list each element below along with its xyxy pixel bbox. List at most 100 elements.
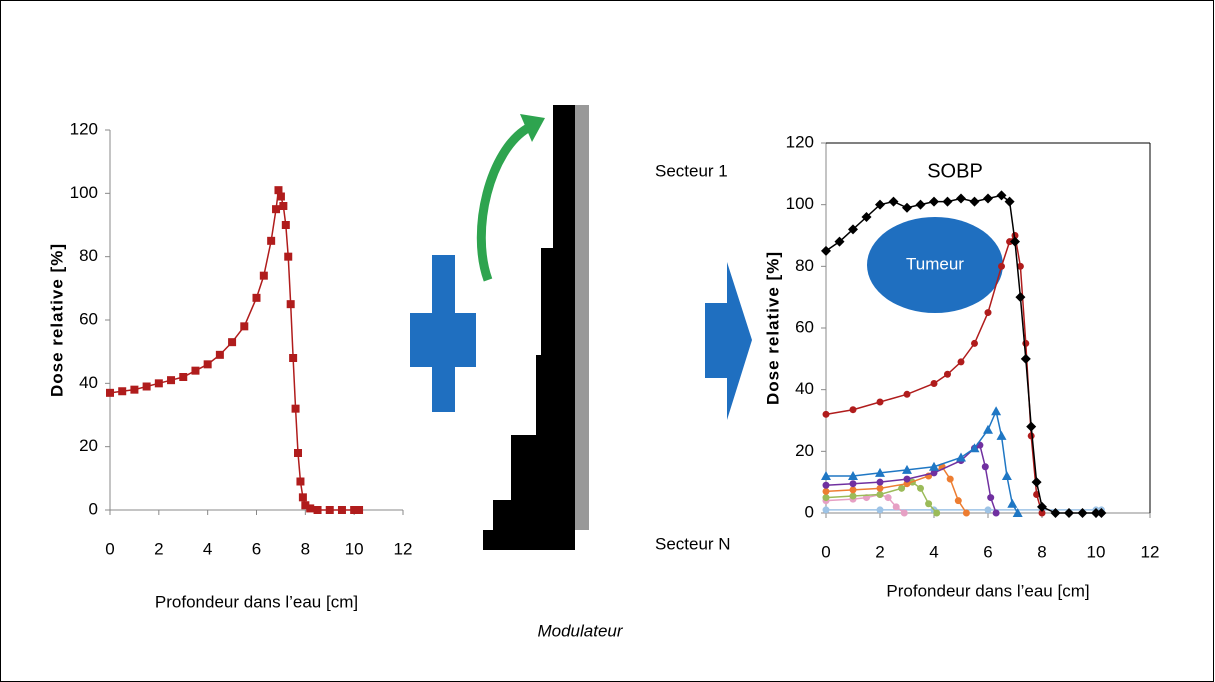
marker	[996, 190, 1007, 201]
marker	[898, 484, 906, 492]
marker	[821, 245, 831, 256]
marker	[984, 506, 992, 514]
marker	[849, 486, 857, 494]
plus-icon	[410, 313, 476, 367]
marker	[325, 506, 334, 514]
marker	[289, 354, 298, 362]
x-axis-title: Profondeur dans l’eau [cm]	[155, 592, 358, 611]
marker	[876, 478, 884, 486]
marker	[933, 509, 941, 517]
y-tick-label: 0	[89, 499, 98, 518]
marker	[167, 376, 176, 385]
marker	[1016, 262, 1024, 270]
marker	[279, 202, 288, 210]
rotation-arrow	[476, 124, 531, 282]
sector-label: Secteur 1	[655, 161, 728, 180]
sector-label: Secteur N	[655, 534, 731, 553]
y-tick-label: 120	[70, 119, 98, 138]
y-axis-title: Dose relative [%]	[47, 243, 66, 397]
marker	[998, 262, 1005, 270]
marker	[1091, 508, 1101, 518]
marker	[956, 452, 966, 462]
marker	[992, 509, 1000, 517]
marker	[875, 467, 885, 477]
x-tick-label: 12	[1141, 542, 1160, 561]
marker	[876, 484, 884, 492]
marker	[946, 475, 954, 483]
marker	[987, 494, 995, 502]
marker	[900, 509, 908, 517]
y-tick-label: 80	[79, 246, 98, 265]
marker	[822, 487, 830, 495]
marker	[228, 338, 237, 347]
marker	[903, 390, 911, 398]
y-tick-label: 100	[786, 194, 814, 213]
marker	[876, 491, 884, 498]
marker	[822, 506, 830, 514]
marker	[929, 461, 939, 471]
x-tick-label: 0	[105, 539, 114, 558]
marker	[876, 506, 884, 514]
marker	[276, 192, 285, 201]
marker	[272, 205, 281, 214]
marker	[1038, 509, 1046, 517]
marker	[996, 430, 1007, 440]
marker	[284, 252, 293, 261]
marker	[203, 360, 212, 369]
marker	[1006, 238, 1014, 246]
marker	[1037, 501, 1047, 512]
modulator-caption: Modulateur	[537, 621, 623, 640]
y-tick-label: 80	[795, 256, 814, 275]
marker	[902, 464, 912, 474]
x-tick-label: 10	[345, 539, 364, 558]
y-tick-label: 100	[70, 183, 98, 202]
marker	[822, 481, 830, 489]
marker	[915, 199, 926, 210]
marker	[355, 506, 364, 514]
marker	[274, 186, 283, 195]
modulator-shadow	[575, 105, 589, 530]
marker	[902, 202, 912, 213]
marker	[822, 410, 830, 418]
y-tick-label: 60	[795, 317, 814, 336]
marker	[1096, 508, 1107, 518]
marker	[849, 480, 857, 488]
y-tick-label: 40	[79, 373, 98, 392]
marker	[298, 493, 307, 502]
marker	[291, 404, 300, 413]
x-tick-label: 8	[301, 539, 310, 558]
arrow-head	[520, 114, 545, 142]
marker	[1026, 421, 1037, 432]
x-tick-label: 4	[929, 542, 938, 561]
marker	[296, 477, 305, 486]
marker	[848, 224, 858, 235]
x-tick-label: 10	[1087, 542, 1106, 561]
marker	[179, 373, 188, 381]
marker	[861, 212, 872, 222]
marker	[821, 471, 831, 480]
x-tick-label: 2	[154, 539, 163, 558]
marker	[892, 503, 900, 511]
marker	[983, 193, 993, 204]
marker	[215, 350, 224, 359]
marker	[954, 497, 962, 505]
x-tick-label: 2	[875, 542, 884, 561]
y-tick-label: 20	[79, 436, 98, 455]
x-tick-label: 8	[1037, 542, 1046, 561]
marker	[929, 196, 939, 207]
marker	[930, 380, 938, 387]
marker	[350, 506, 359, 514]
y-tick-label: 20	[795, 441, 814, 460]
marker	[106, 388, 114, 397]
marker	[1077, 508, 1088, 518]
marker	[286, 300, 295, 309]
marker	[252, 293, 261, 302]
marker	[281, 221, 290, 229]
x-tick-label: 0	[821, 542, 830, 561]
marker	[971, 339, 978, 347]
marker	[1012, 508, 1023, 517]
marker	[240, 322, 249, 331]
x-axis-title: Profondeur dans l’eau [cm]	[886, 581, 1089, 600]
